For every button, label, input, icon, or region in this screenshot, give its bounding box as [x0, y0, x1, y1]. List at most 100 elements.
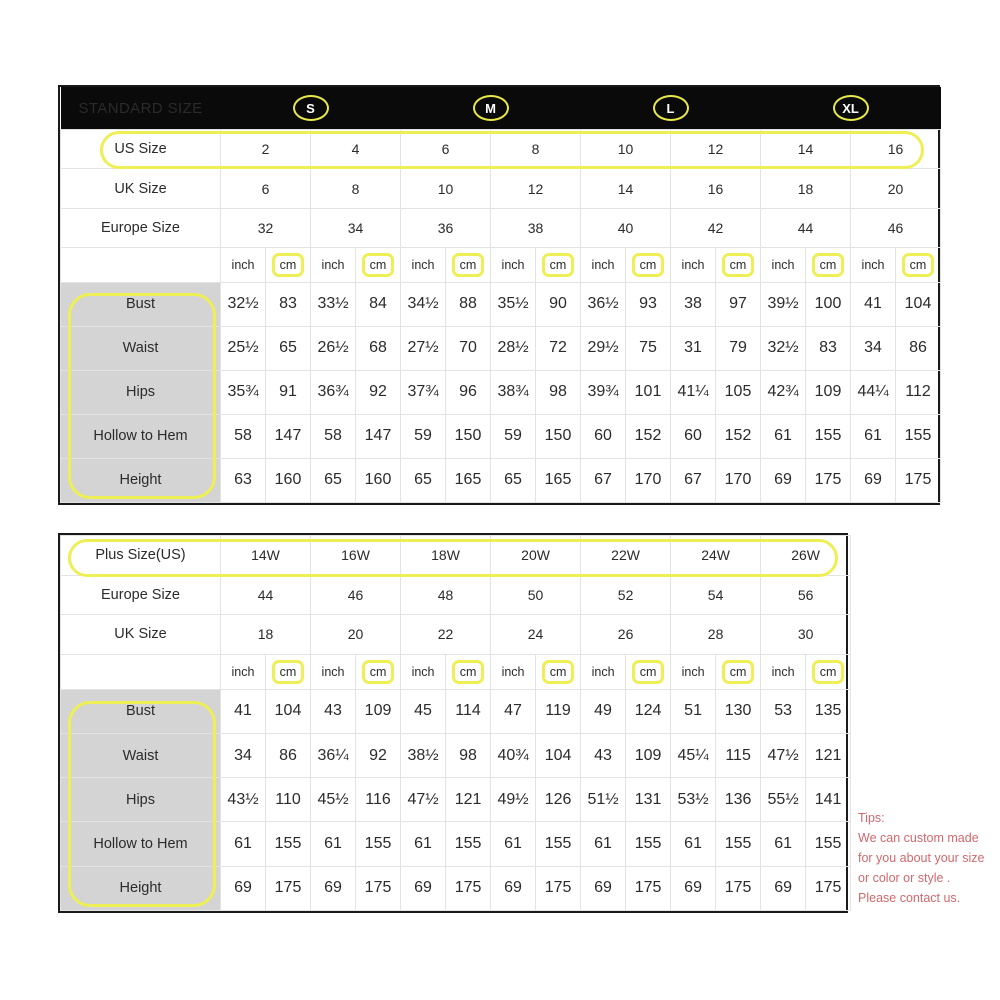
tips-line-3: or color or style . — [858, 871, 951, 885]
highlight-cm-unit — [722, 659, 755, 684]
size-value-cell: 8 — [310, 168, 402, 209]
measure-value-cell: 47½ — [760, 732, 807, 779]
unit-cell-inch: inch — [580, 653, 627, 690]
measure-value-cell: 39½ — [760, 281, 807, 327]
highlight-cm-unit — [542, 253, 575, 277]
measure-value-cell: 100 — [805, 281, 852, 327]
size-value-cell: 20 — [850, 168, 942, 209]
unit-cell-inch: inch — [670, 247, 717, 283]
measure-value-cell: 69 — [220, 865, 266, 912]
row-label: Hollow to Hem — [60, 821, 221, 867]
measure-value-cell: 75 — [625, 325, 672, 371]
size-value-cell: 18 — [219, 614, 312, 655]
measure-value-cell: 109 — [355, 688, 402, 734]
unit-cell-cm: cm — [625, 247, 672, 283]
measure-value-cell: 83 — [265, 281, 312, 327]
unit-cell-cm: cm — [805, 653, 852, 690]
standard-measure-row: Hollow to Hem 58 147 58 147 59 150 59 150 60 152 60… — [59, 413, 942, 459]
row-label — [59, 247, 222, 283]
highlight-cm-unit — [272, 253, 305, 277]
measure-value-cell: 45½ — [310, 777, 357, 823]
measure-value-cell: 121 — [805, 732, 852, 779]
size-value-cell: 16W — [310, 535, 402, 576]
size-value-cell: 26 — [580, 614, 672, 655]
size-value-cell: 2 — [220, 128, 312, 170]
measure-value-cell: 97 — [715, 281, 762, 327]
size-value-cell: 54 — [670, 574, 762, 616]
unit-cell-cm: cm — [445, 247, 492, 283]
measure-value-cell: 79 — [715, 325, 762, 371]
plus-measure-row: Hollow to Hem 61 155 61 155 61 155 61 155 61 155 61… — [60, 821, 852, 867]
highlight-cm-unit — [722, 253, 755, 277]
measure-value-cell: 65 — [490, 457, 537, 504]
measure-value-cell: 115 — [715, 732, 762, 779]
size-value-cell: 18 — [760, 168, 852, 209]
measure-value-cell: 69 — [310, 865, 357, 912]
plus-size-row: Europe Size 44 46 48 50 52 54 56 — [60, 574, 852, 616]
measure-value-cell: 160 — [265, 457, 312, 504]
measure-value-cell: 61 — [760, 821, 807, 867]
standard-unit-row: inch cm inch cm inch cm inch cm inch cm inch cm inch… — [59, 247, 942, 283]
measure-value-cell: 165 — [535, 457, 582, 504]
measure-value-cell: 27½ — [400, 325, 447, 371]
measure-value-cell: 68 — [355, 325, 402, 371]
measure-value-cell: 155 — [264, 821, 312, 867]
measure-value-cell: 34½ — [400, 281, 447, 327]
measure-value-cell: 69 — [760, 457, 807, 504]
measure-value-cell: 175 — [625, 865, 672, 912]
measure-value-cell: 61 — [490, 821, 537, 867]
measure-value-cell: 150 — [535, 413, 582, 459]
measure-value-cell: 116 — [355, 777, 402, 823]
unit-cell-cm: cm — [895, 247, 942, 283]
row-label: Waist — [60, 732, 221, 779]
highlight-cm-unit — [812, 253, 845, 277]
measure-value-cell: 28½ — [490, 325, 537, 371]
measure-value-cell: 69 — [490, 865, 537, 912]
measure-value-cell: 65 — [310, 457, 357, 504]
size-value-cell: 4 — [310, 128, 402, 170]
measure-value-cell: 26½ — [310, 325, 357, 371]
size-value-cell: 10 — [580, 128, 672, 170]
measure-value-cell: 59 — [490, 413, 537, 459]
size-value-cell: 30 — [760, 614, 852, 655]
unit-cell-cm: cm — [715, 247, 762, 283]
plus-size-row: UK Size 18 20 22 24 26 28 30 — [60, 614, 852, 655]
measure-value-cell: 90 — [535, 281, 582, 327]
highlight-cm-unit — [362, 253, 395, 277]
plus-unit-row: inch cm inch cm inch cm inch cm inch cm inch cm inch… — [60, 653, 852, 690]
measure-value-cell: 160 — [355, 457, 402, 504]
measure-value-cell: 147 — [355, 413, 402, 459]
size-value-cell: 44 — [219, 574, 312, 616]
measure-value-cell: 58 — [220, 413, 267, 459]
measure-value-cell: 43½ — [220, 777, 266, 823]
measure-value-cell: 36¼ — [310, 732, 357, 779]
measure-value-cell: 112 — [895, 369, 942, 415]
unit-cell-cm: cm — [265, 247, 312, 283]
size-value-cell: 56 — [760, 574, 852, 616]
measure-value-cell: 36½ — [580, 281, 627, 327]
plus-measure-row: Hips 43½ 110 45½ 116 47½ 121 49½ 126 51½ 131 53½ 136… — [60, 777, 852, 823]
measure-value-cell: 41 — [850, 281, 897, 327]
standard-size-row: Europe Size 32 34 36 38 40 42 44 46 — [59, 207, 942, 249]
size-value-cell: 24W — [670, 535, 762, 576]
size-value-cell: 46 — [850, 207, 942, 249]
measure-value-cell: 40¾ — [490, 732, 537, 779]
row-label: Height — [60, 865, 221, 912]
measure-value-cell: 33½ — [310, 281, 357, 327]
size-value-cell: 52 — [580, 574, 672, 616]
size-value-cell: 22 — [400, 614, 492, 655]
row-label: UK Size — [60, 614, 221, 655]
unit-cell-inch: inch — [760, 247, 807, 283]
standard-measure-row: Waist 25½ 65 26½ 68 27½ 70 28½ 72 29½ 75 31 79 32½ 83 3… — [59, 325, 942, 371]
plus-measure-row: Bust 41 104 43 109 45 114 47 119 49 124 51 130 53 135 — [60, 688, 852, 734]
row-label: Hollow to Hem — [59, 413, 222, 459]
measure-value-cell: 49½ — [490, 777, 537, 823]
measure-value-cell: 175 — [805, 865, 852, 912]
unit-cell-cm: cm — [535, 247, 582, 283]
measure-value-cell: 47 — [490, 688, 537, 734]
measure-value-cell: 84 — [355, 281, 402, 327]
size-value-cell: 46 — [310, 574, 402, 616]
size-value-cell: 20W — [490, 535, 582, 576]
size-value-cell: 14 — [760, 128, 852, 170]
measure-value-cell: 61 — [850, 413, 897, 459]
